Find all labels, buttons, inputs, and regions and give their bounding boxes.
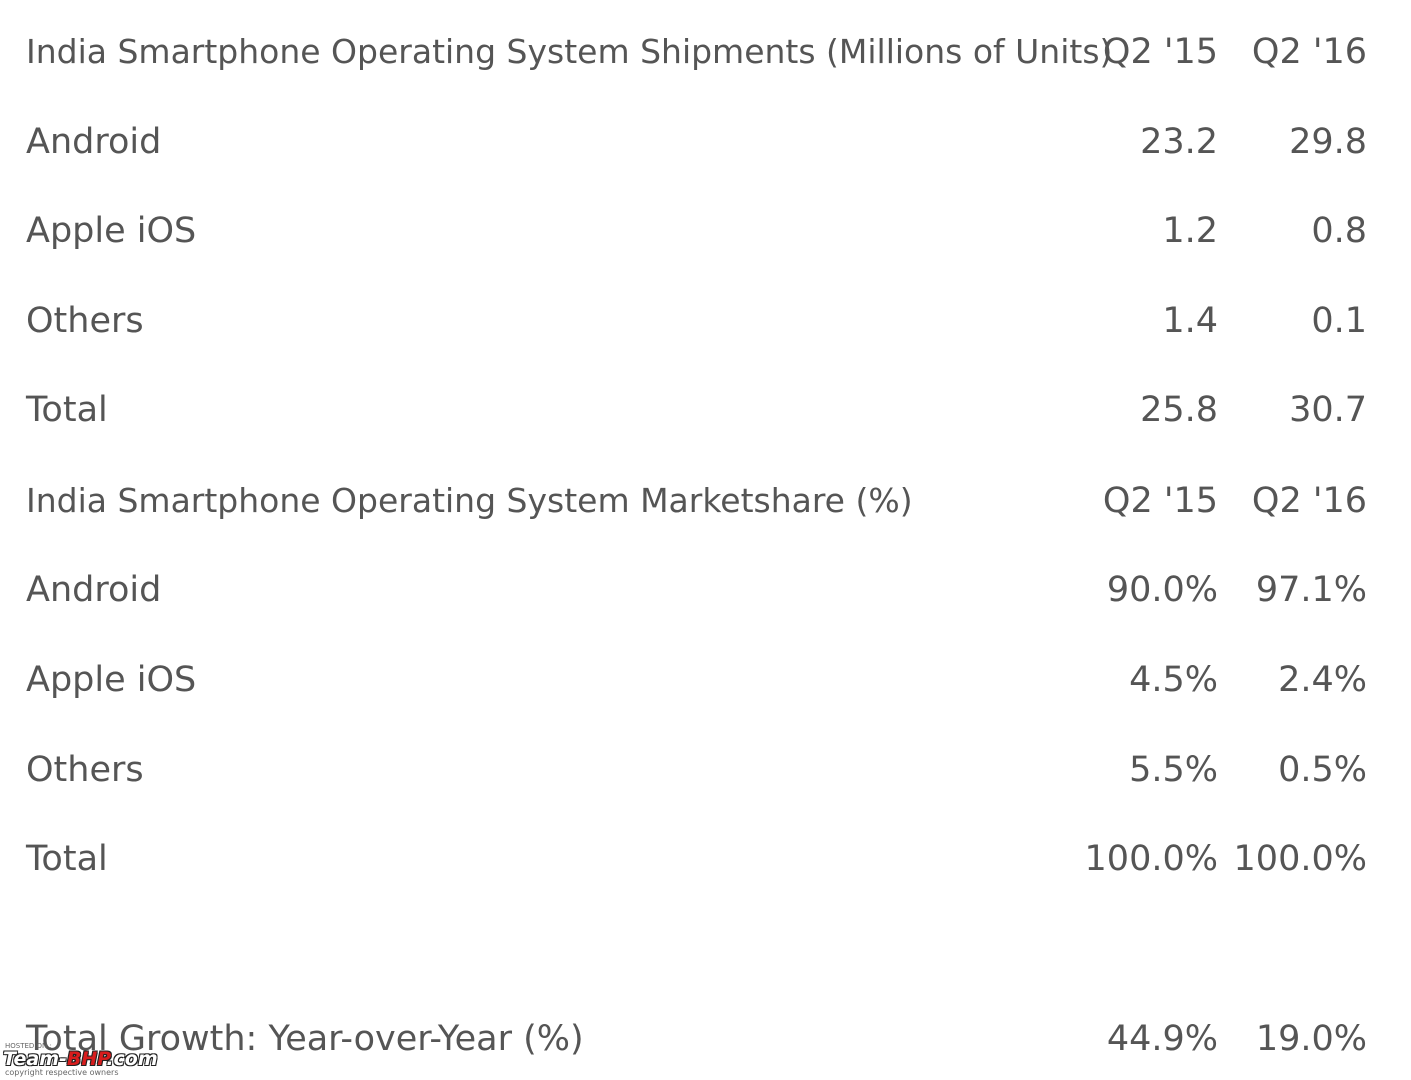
row-value-q215: 1.2	[1162, 211, 1218, 251]
marketshare-header-row: India Smartphone Operating System Market…	[0, 471, 1411, 531]
row-value-q215: 23.2	[1140, 122, 1218, 162]
growth-value-q215: 44.9%	[1106, 1019, 1218, 1059]
row-value-q215: 90.0%	[1106, 570, 1218, 610]
watermark-brand-b: BHP	[66, 1048, 107, 1070]
watermark-copyright: copyright respective owners	[5, 1068, 119, 1077]
marketshare-title: India Smartphone Operating System Market…	[26, 481, 913, 520]
row-label: Others	[26, 750, 144, 790]
row-value-q215: 100.0%	[1084, 839, 1218, 879]
table-row: Apple iOS 4.5% 2.4%	[0, 650, 1411, 710]
table-row: Apple iOS 1.2 0.8	[0, 201, 1411, 261]
row-label: Android	[26, 570, 162, 610]
row-value-q216: 0.1	[1311, 301, 1367, 341]
table-row: Android 23.2 29.8	[0, 112, 1411, 172]
row-value-q216: 30.7	[1289, 390, 1367, 430]
table-row: Total 25.8 30.7	[0, 380, 1411, 440]
shipments-col-q215: Q2 '15	[1102, 32, 1218, 72]
row-value-q215: 5.5%	[1129, 750, 1218, 790]
marketshare-col-q215: Q2 '15	[1102, 481, 1218, 521]
growth-label: Total Growth: Year-over-Year (%)	[26, 1019, 584, 1059]
row-value-q216: 0.8	[1311, 211, 1367, 251]
row-label: Total	[26, 390, 108, 430]
watermark-hosted-text: HOSTED ON :	[5, 1042, 52, 1050]
watermark-logo: Team-BHP.com	[3, 1049, 158, 1069]
row-label: Apple iOS	[26, 660, 197, 700]
table-row: Others 5.5% 0.5%	[0, 740, 1411, 800]
row-label: Android	[26, 122, 162, 162]
row-value-q216: 97.1%	[1255, 570, 1367, 610]
table-row: Android 90.0% 97.1%	[0, 560, 1411, 620]
row-value-q215: 25.8	[1140, 390, 1218, 430]
shipments-col-q216: Q2 '16	[1251, 32, 1367, 72]
growth-row: Total Growth: Year-over-Year (%) 44.9% 1…	[0, 1009, 1411, 1069]
row-value-q216: 0.5%	[1278, 750, 1367, 790]
shipments-header-row: India Smartphone Operating System Shipme…	[0, 22, 1411, 82]
marketshare-col-q216: Q2 '16	[1251, 481, 1367, 521]
row-label: Apple iOS	[26, 211, 197, 251]
row-value-q215: 1.4	[1162, 301, 1218, 341]
watermark-brand-c: .com	[106, 1048, 158, 1070]
shipments-title: India Smartphone Operating System Shipme…	[26, 32, 1113, 71]
row-label: Others	[26, 301, 144, 341]
row-value-q216: 29.8	[1289, 122, 1367, 162]
table-row: Others 1.4 0.1	[0, 291, 1411, 351]
watermark-brand-a: Team-	[3, 1048, 67, 1070]
row-value-q216: 2.4%	[1278, 660, 1367, 700]
table-row: Total 100.0% 100.0%	[0, 829, 1411, 889]
growth-value-q216: 19.0%	[1255, 1019, 1367, 1059]
row-value-q216: 100.0%	[1233, 839, 1367, 879]
row-value-q215: 4.5%	[1129, 660, 1218, 700]
row-label: Total	[26, 839, 108, 879]
team-bhp-watermark: HOSTED ON : Team-BHP.com copyright respe…	[3, 1042, 193, 1077]
